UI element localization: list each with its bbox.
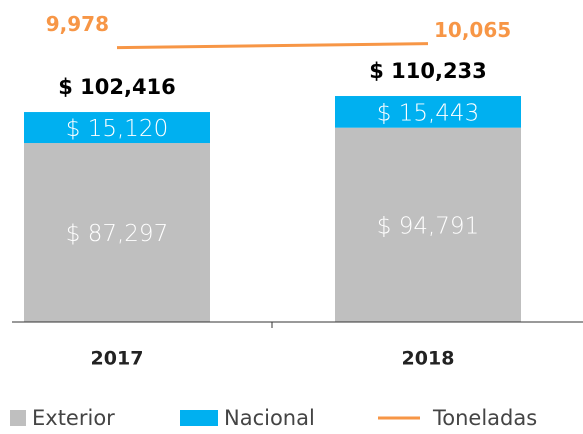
bar-value-label: $ 94,791 [377, 213, 479, 239]
total-label: $ 102,416 [58, 75, 176, 99]
x-tick-label: 2018 [402, 348, 455, 370]
legend-label: Exterior [32, 406, 115, 430]
line-value-label: 10,065 [434, 18, 511, 42]
bar-segment [24, 112, 210, 144]
line-series [116, 42, 429, 50]
bar-segment [335, 127, 521, 322]
bar-segment [24, 143, 210, 322]
legend-label: Toneladas [432, 406, 537, 430]
legend-swatch [180, 410, 218, 426]
legend-label: Nacional [224, 406, 315, 430]
line-value-label: 9,978 [46, 12, 109, 36]
total-label: $ 110,233 [369, 59, 487, 83]
bar-segment [335, 96, 521, 128]
bar-value-label: $ 15,443 [377, 100, 479, 126]
bar-value-label: $ 15,120 [66, 116, 168, 142]
legend-swatch [10, 410, 26, 426]
bar-value-label: $ 87,297 [66, 221, 168, 247]
x-tick-label: 2017 [91, 348, 144, 370]
